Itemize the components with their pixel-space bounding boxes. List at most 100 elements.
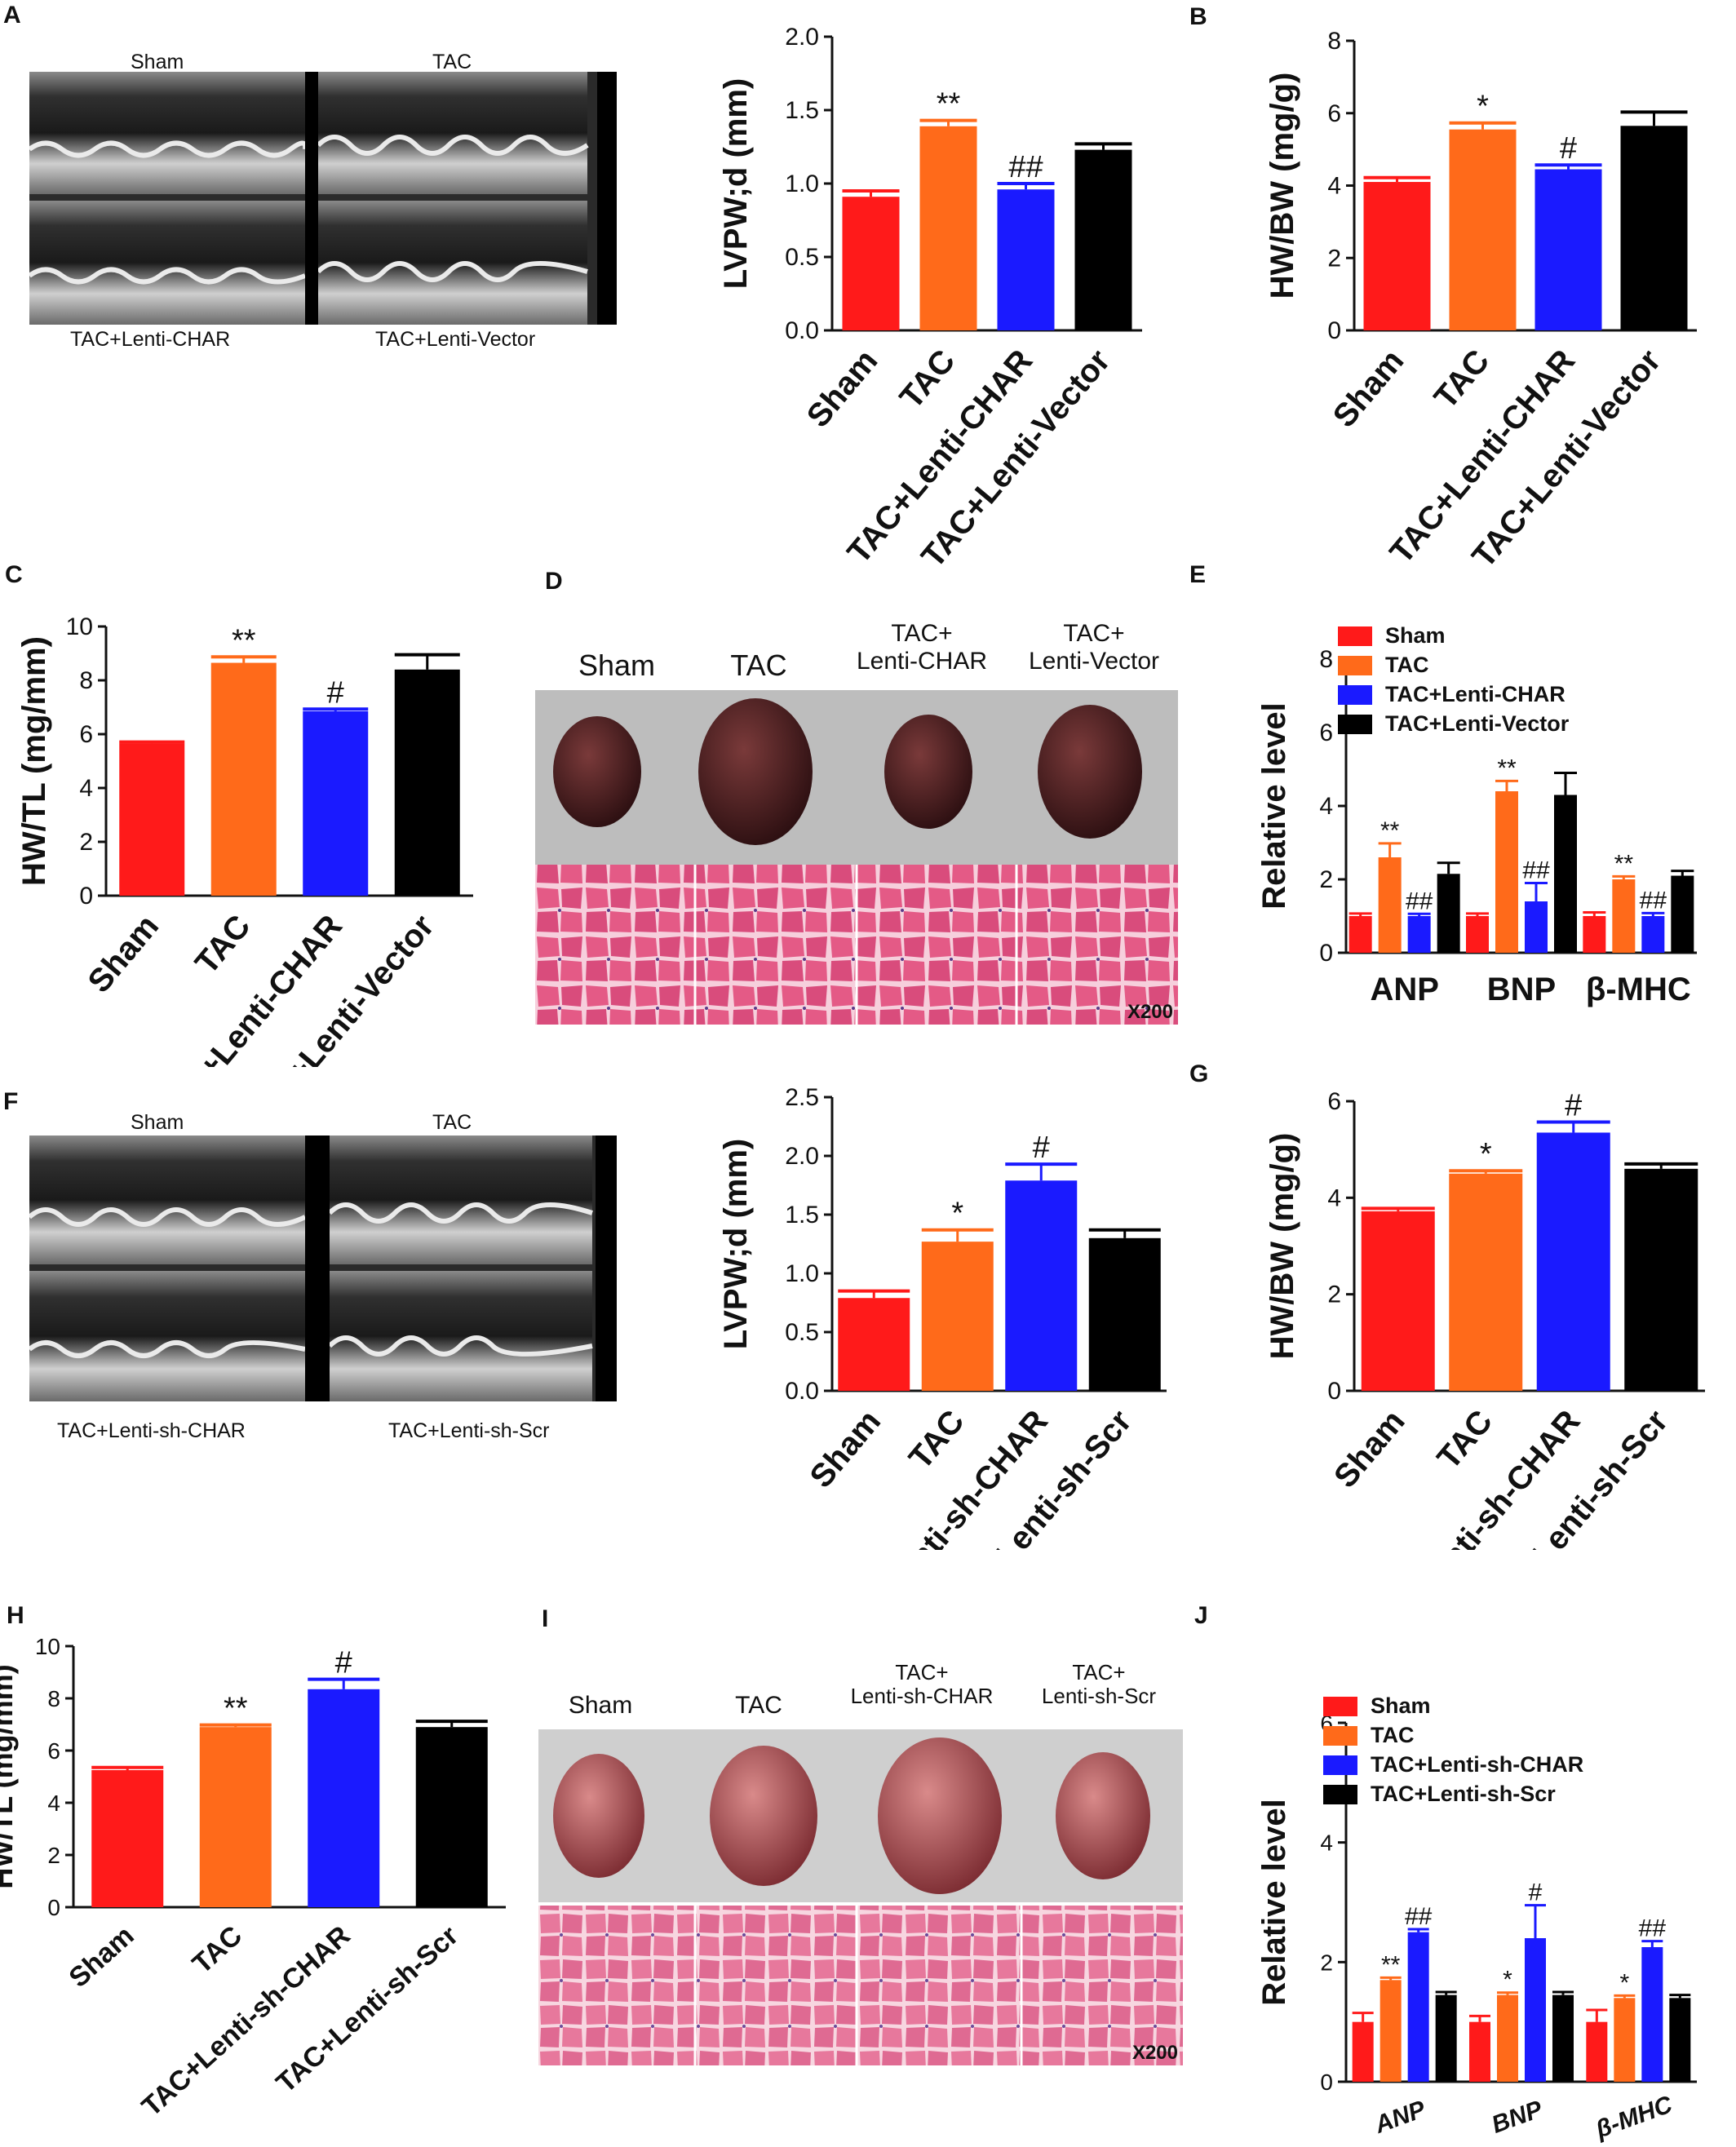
e-chart-legend-label: TAC+Lenti-Vector [1385,711,1570,736]
photo-label-tac-lenti-vector-d: TAC+ Lenti-Vector [1008,620,1180,675]
j-chart-bar [1525,1938,1546,2082]
echo-label-tac-lenti-char: TAC+Lenti-CHAR [70,328,231,351]
h-chart-y-tick-label: 10 [35,1634,60,1659]
j-chart-panel-letter: J [1194,1602,1208,1629]
c-chart-y-axis-label: HW/TL (mg/mm) [16,636,52,886]
e-chart-bar [1348,916,1372,953]
j-chart-bar [1380,1980,1402,2082]
b-chart-y-tick-label: 6 [1327,100,1341,127]
g-chart-bar [1449,1173,1523,1391]
e-chart-y-tick-label: 2 [1319,866,1333,893]
e-chart-panel-letter: E [1189,561,1206,588]
a-chart-y-tick-label: 0.0 [785,317,819,344]
e-chart-y-axis-label: Relative level [1256,702,1292,910]
j-chart-bar [1614,1998,1636,2082]
h-chart-y-tick-label: 2 [47,1843,60,1868]
a-chart-y-tick-label: 1.5 [785,97,819,124]
c-chart-significance-label: # [327,675,344,710]
g-chart-panel-letter: G [1189,1060,1208,1087]
e-chart-legend-swatch [1338,626,1372,646]
e-chart-category-label: ANP [1370,972,1438,1007]
e-chart-bar [1612,879,1636,953]
h-chart-y-tick-label: 0 [47,1895,60,1920]
c-chart-y-tick-label: 0 [79,883,93,910]
j-chart-category-label: β-MHC [1592,2091,1677,2144]
panel-letter-a: A [3,2,21,29]
photo-label-tac-lenti-vector-d-line1: TAC+ [1063,620,1125,647]
c-chart-y-tick-label: 6 [79,721,93,748]
f-chart-bar [838,1298,910,1391]
e-chart-bar [1525,901,1548,953]
magnification-label-d: X200 [1127,1001,1173,1023]
h-chart-significance-label: ** [224,1692,248,1726]
a-chart-y-tick-label: 1.0 [785,170,819,197]
j-chart-significance-label: * [1503,1967,1512,1994]
c-chart-bar [394,669,460,896]
e-chart-bar [1466,916,1489,953]
g-chart-category-label: Sham [1327,1404,1412,1495]
e-chart-bar [1671,875,1694,953]
f-chart-bar [1005,1180,1078,1391]
j-chart-bar [1641,1947,1663,2082]
photo-label-tac-lenti-vector-d-line2: Lenti-Vector [1028,647,1160,675]
f-chart-y-tick-label: 1.5 [785,1202,819,1228]
j-chart-legend-label: TAC+Lenti-sh-Scr [1371,1782,1556,1806]
f-chart-y-axis-label: LVPW;d (mm) [718,1139,754,1350]
g-chart-category-label: TAC [1430,1404,1499,1476]
photo-label-tac-lenti-char-d-line2: Lenti-CHAR [856,647,988,675]
f-chart-significance-label: # [1033,1131,1050,1165]
a-chart-category-label: Sham [800,343,885,435]
a-chart-bar [997,189,1055,330]
e-chart-significance-label: ## [1522,857,1550,884]
photo-label-sham-d: Sham [578,649,656,682]
j-chart-bar [1552,1994,1574,2082]
e-chart-y-tick-label: 8 [1319,646,1333,673]
chart-h-hw-tl: H 0 2 4 6 8 10 HW/TL (mg/mm) Sham ** TAC # TAC+Lenti… [0,1602,506,2123]
e-chart-significance-label: ** [1497,755,1517,781]
b-chart-y-tick-label: 8 [1327,28,1341,55]
j-chart-bar [1352,2021,1374,2082]
echo-label-sham-f: Sham [131,1111,184,1134]
e-chart-bar [1554,795,1577,953]
b-chart-bar [1620,126,1688,330]
h-chart-category-label: TAC [187,1920,248,1980]
g-chart-bar [1624,1168,1698,1391]
g-chart-significance-label: * [1480,1137,1492,1171]
j-chart-legend-label: TAC [1371,1723,1415,1747]
j-chart-legend-label: TAC+Lenti-sh-CHAR [1371,1752,1583,1777]
g-chart-y-tick-label: 2 [1327,1282,1341,1308]
photo-label-tac-lenti-char-d: TAC+ Lenti-CHAR [840,620,1003,675]
j-chart-legend-swatch [1323,1755,1357,1775]
a-chart-significance-label: ** [937,87,961,122]
b-chart-y-tick-label: 2 [1327,245,1341,272]
photo-label-tac-lenti-sh-scr-i-line1: TAC+ [1072,1660,1126,1684]
g-chart-y-tick-label: 4 [1327,1184,1341,1211]
j-chart-legend-swatch [1323,1726,1357,1746]
echo-label-tac-f: TAC [432,1111,472,1134]
b-chart-bar [1363,182,1431,330]
g-chart-bar [1536,1132,1610,1391]
c-chart-bar [303,711,369,896]
j-chart-bar [1586,2021,1608,2082]
g-chart-y-tick-label: 0 [1327,1378,1341,1405]
h-chart-y-axis-label: HW/TL (mg/mm) [0,1664,19,1888]
j-chart-significance-label: # [1529,1879,1543,1906]
magnification-label-i: X200 [1132,2042,1178,2064]
j-chart-significance-label: ## [1639,1915,1667,1942]
e-chart-y-tick-label: 4 [1319,793,1333,820]
c-chart-significance-label: ** [232,623,256,657]
b-chart-significance-label: * [1477,90,1489,124]
photo-label-tac-lenti-sh-scr-i: TAC+ Lenti-sh-Scr [1021,1660,1176,1708]
e-chart-bar [1583,916,1606,953]
f-chart-category-label: Sham [803,1404,888,1495]
e-chart-legend-label: TAC+Lenti-CHAR [1385,682,1566,706]
j-chart-y-tick-label: 4 [1320,1830,1333,1856]
j-chart-significance-label: ** [1381,1951,1401,1978]
c-chart-bar [210,662,277,896]
echo-label-tac-lenti-sh-scr-f: TAC+Lenti-sh-Scr [388,1419,550,1442]
f-chart-y-tick-label: 0.5 [785,1319,819,1346]
